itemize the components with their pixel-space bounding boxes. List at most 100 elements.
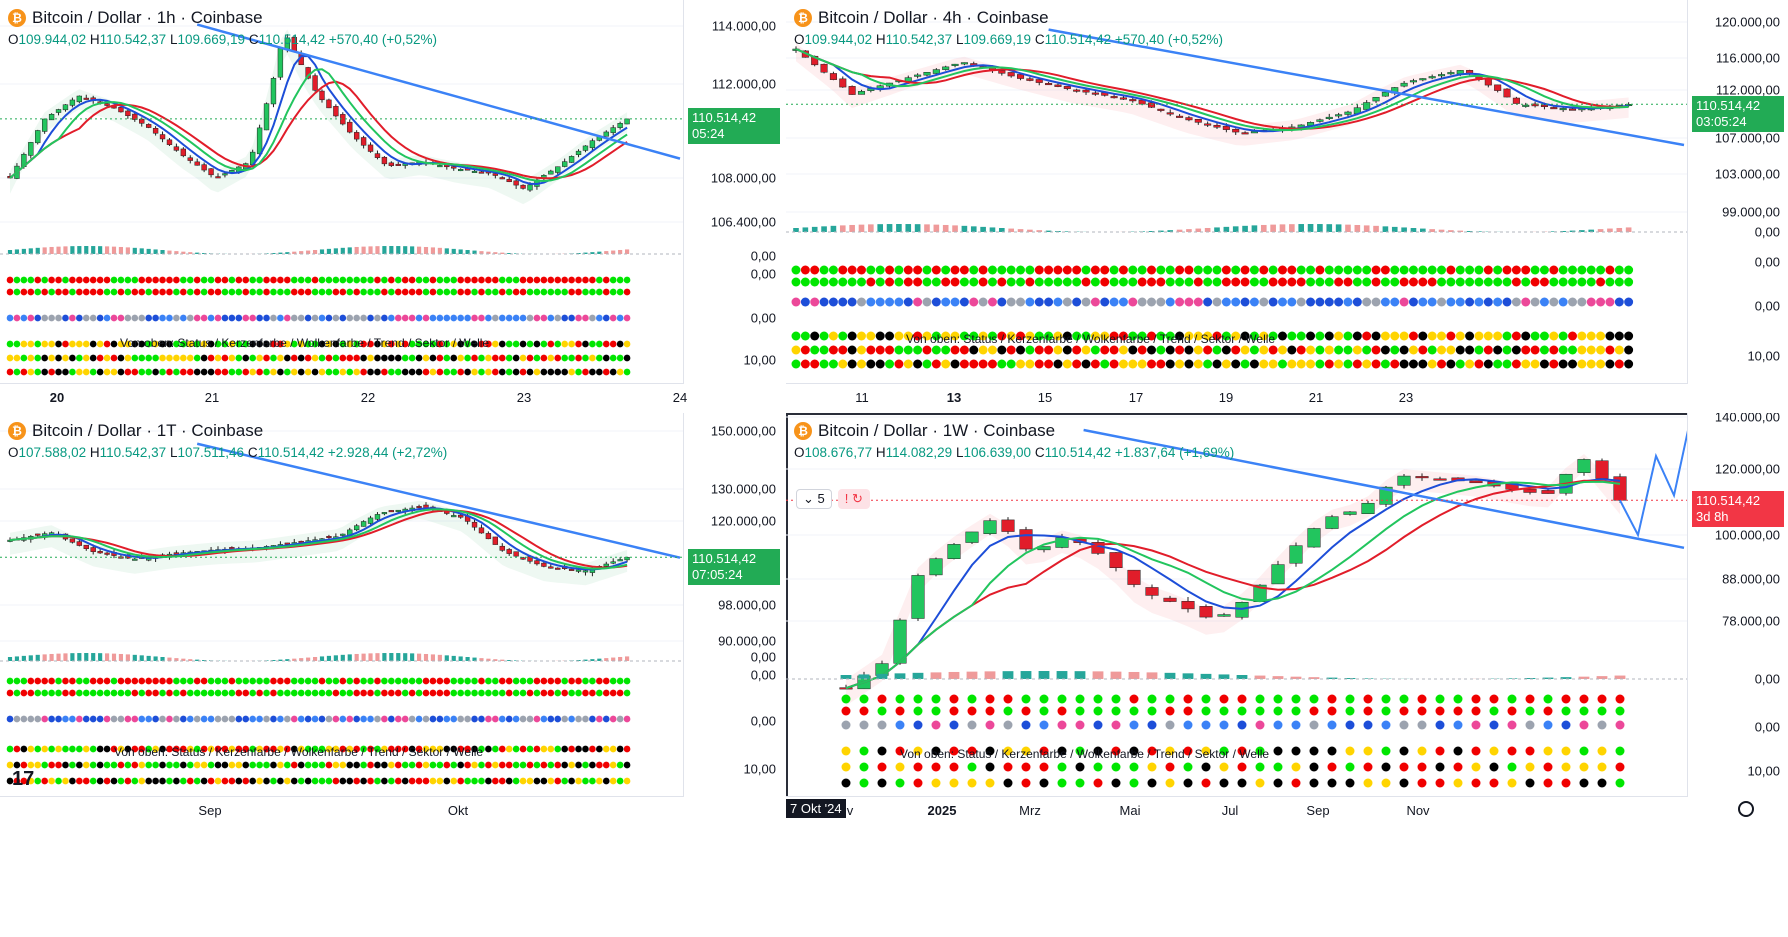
status-dot xyxy=(1184,331,1194,341)
status-dot xyxy=(110,745,118,753)
symbol-title[interactable]: Bitcoin / Dollar · 1T · Coinbase xyxy=(32,421,264,440)
macd-bar xyxy=(984,671,996,679)
time-axis[interactable]: Sep Okt xyxy=(0,796,684,823)
macd-bar xyxy=(7,657,13,661)
status-dot xyxy=(117,340,125,348)
macd-bar xyxy=(181,251,186,254)
status-dot xyxy=(540,777,548,785)
status-dot xyxy=(20,276,28,284)
status-dot xyxy=(1100,331,1110,341)
status-dot xyxy=(1034,265,1044,275)
price-scale[interactable]: 114.000,00 112.000,00 108.000,00 106.400… xyxy=(683,0,784,410)
candle xyxy=(1540,104,1548,107)
time-label: Mrz xyxy=(1019,803,1041,818)
status-dot xyxy=(103,276,111,284)
status-dot xyxy=(290,314,298,322)
status-dot xyxy=(457,354,464,362)
countdown: 03:05:24 xyxy=(1696,114,1747,129)
macd-bar xyxy=(423,246,429,254)
price-scale[interactable]: 140.000,00 120.000,00 100.000,00 88.000,… xyxy=(1687,413,1788,823)
status-dot xyxy=(1156,359,1166,369)
status-dot xyxy=(526,340,534,348)
chart-panel-1w[interactable]: ₿ Bitcoin / Dollar · 1W · Coinbase O108.6… xyxy=(786,413,1788,823)
status-dot xyxy=(1237,746,1247,756)
status-dot xyxy=(221,777,229,785)
moving-average-line xyxy=(9,80,628,180)
price-scale[interactable]: 120.000,00 116.000,00 112.000,00 107.000… xyxy=(1687,0,1788,410)
status-dot xyxy=(1003,762,1013,772)
time-axis[interactable]: 7 Okt '24 v 2025 Mrz Mai Jul Sep Nov xyxy=(786,796,1688,823)
status-dot xyxy=(1255,694,1265,704)
status-dot xyxy=(290,715,298,723)
status-dot xyxy=(1128,265,1138,275)
chart-panel-4h[interactable]: ₿ Bitcoin / Dollar · 4h · Coinbase O109.9… xyxy=(786,0,1788,410)
symbol-title[interactable]: Bitcoin / Dollar · 4h · Coinbase xyxy=(818,8,1049,27)
status-dot xyxy=(62,354,69,362)
status-dot xyxy=(173,677,180,685)
status-dot xyxy=(1453,694,1463,704)
macd-bar xyxy=(1354,224,1361,232)
status-dot xyxy=(96,314,104,322)
chart-panel-1d[interactable]: ₿ Bitcoin / Dollar · 1T · Coinbase O107.5… xyxy=(0,413,784,823)
warning-button[interactable]: ! ↻ xyxy=(837,489,870,509)
time-axis[interactable]: 20 21 22 23 24 xyxy=(0,383,687,410)
status-dot xyxy=(214,715,222,723)
status-dot xyxy=(228,288,236,296)
candle xyxy=(166,139,173,145)
status-dot xyxy=(554,761,562,769)
status-dot xyxy=(304,761,312,769)
status-dot xyxy=(1255,720,1265,730)
status-dot xyxy=(27,340,35,348)
macd-bar xyxy=(91,246,96,254)
status-dot xyxy=(318,677,326,685)
status-dot xyxy=(1324,297,1334,307)
status-dot xyxy=(166,689,173,697)
status-dot xyxy=(436,777,444,785)
status-dot xyxy=(214,745,222,753)
status-dot xyxy=(221,689,229,697)
price-plot-1h[interactable] xyxy=(0,0,684,384)
collapse-indicators-button[interactable]: ⌄ 5 xyxy=(796,489,832,509)
time-axis[interactable]: 11 13 15 17 19 21 23 xyxy=(786,383,1688,410)
candle xyxy=(1119,97,1127,100)
status-dot xyxy=(408,715,416,723)
price-scale[interactable]: 150.000,00 130.000,00 120.000,00 98.000,… xyxy=(683,413,784,823)
status-dot xyxy=(408,340,416,348)
status-dot xyxy=(318,354,326,362)
status-dot xyxy=(959,277,969,287)
symbol-title[interactable]: Bitcoin / Dollar · 1W · Coinbase xyxy=(818,421,1056,440)
status-dot xyxy=(415,288,423,296)
status-dot xyxy=(1399,265,1409,275)
status-dot xyxy=(332,677,340,685)
macd-bar xyxy=(479,251,484,254)
tradingview-logo[interactable]: 17 xyxy=(12,768,35,790)
status-dot xyxy=(457,745,464,753)
status-dot xyxy=(1381,762,1391,772)
chart-panel-1h[interactable]: ₿ Bitcoin / Dollar · 1h · Coinbase O109.9… xyxy=(0,0,784,410)
status-dot xyxy=(221,677,229,685)
indicator-tick: 10,00 xyxy=(743,761,776,777)
status-dot xyxy=(1128,331,1138,341)
settings-gear-icon[interactable] xyxy=(1738,801,1754,817)
status-dot xyxy=(228,340,236,348)
status-dot xyxy=(76,340,83,348)
status-dot xyxy=(1165,359,1175,369)
macd-bar xyxy=(278,252,283,254)
status-dot xyxy=(1399,277,1409,287)
symbol-title[interactable]: Bitcoin / Dollar · 1h · Coinbase xyxy=(32,8,263,27)
indicator-tick: 0,00 xyxy=(750,667,776,683)
status-dot xyxy=(290,354,298,362)
status-dot xyxy=(828,345,838,355)
status-dot xyxy=(498,354,506,362)
status-dot xyxy=(498,276,506,284)
price-plot-1d[interactable] xyxy=(0,413,684,797)
macd-bar xyxy=(444,248,449,254)
status-dot xyxy=(969,265,979,275)
price-plot-4h[interactable] xyxy=(786,0,1688,384)
price-plot-1w[interactable] xyxy=(786,413,1688,797)
status-dot xyxy=(394,314,402,322)
status-dot xyxy=(193,689,201,697)
status-dot xyxy=(304,745,312,753)
status-dot xyxy=(353,276,360,284)
status-dot xyxy=(332,276,340,284)
